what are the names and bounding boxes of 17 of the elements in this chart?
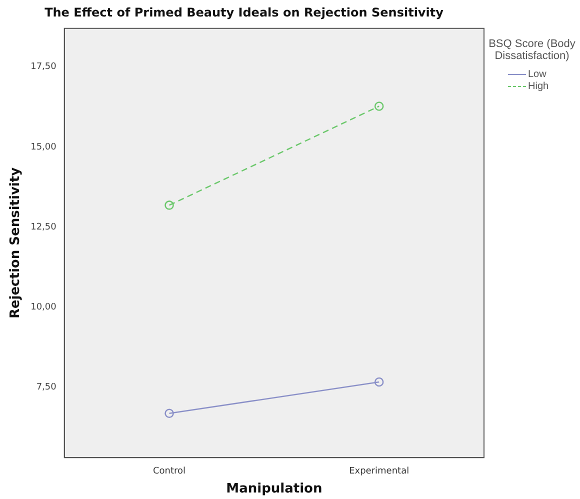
x-tick-label: Experimental (349, 466, 410, 476)
point (164, 200, 174, 210)
y-tick-label: 7,50 (36, 382, 57, 392)
point (374, 377, 384, 387)
y-axis-title: Rejection Sensitivity (8, 166, 24, 319)
y-tick-label: 12,50 (30, 222, 57, 232)
x-axis-title: Manipulation (226, 482, 322, 497)
y-tick-label: 15,00 (30, 142, 57, 152)
legend-label: High (528, 80, 549, 92)
y-tick-label: 10,00 (30, 302, 57, 312)
x-tick-label: Control (153, 466, 186, 476)
legend-label: Low (528, 68, 546, 80)
legend-title: BSQ Score (Body Dissatisfaction) (488, 38, 576, 62)
point (374, 102, 384, 111)
point (164, 408, 174, 418)
chart-title: The Effect of Primed Beauty Ideals on Rejection Sensitivity (44, 5, 444, 20)
y-tick-label: 17,50 (30, 62, 57, 72)
